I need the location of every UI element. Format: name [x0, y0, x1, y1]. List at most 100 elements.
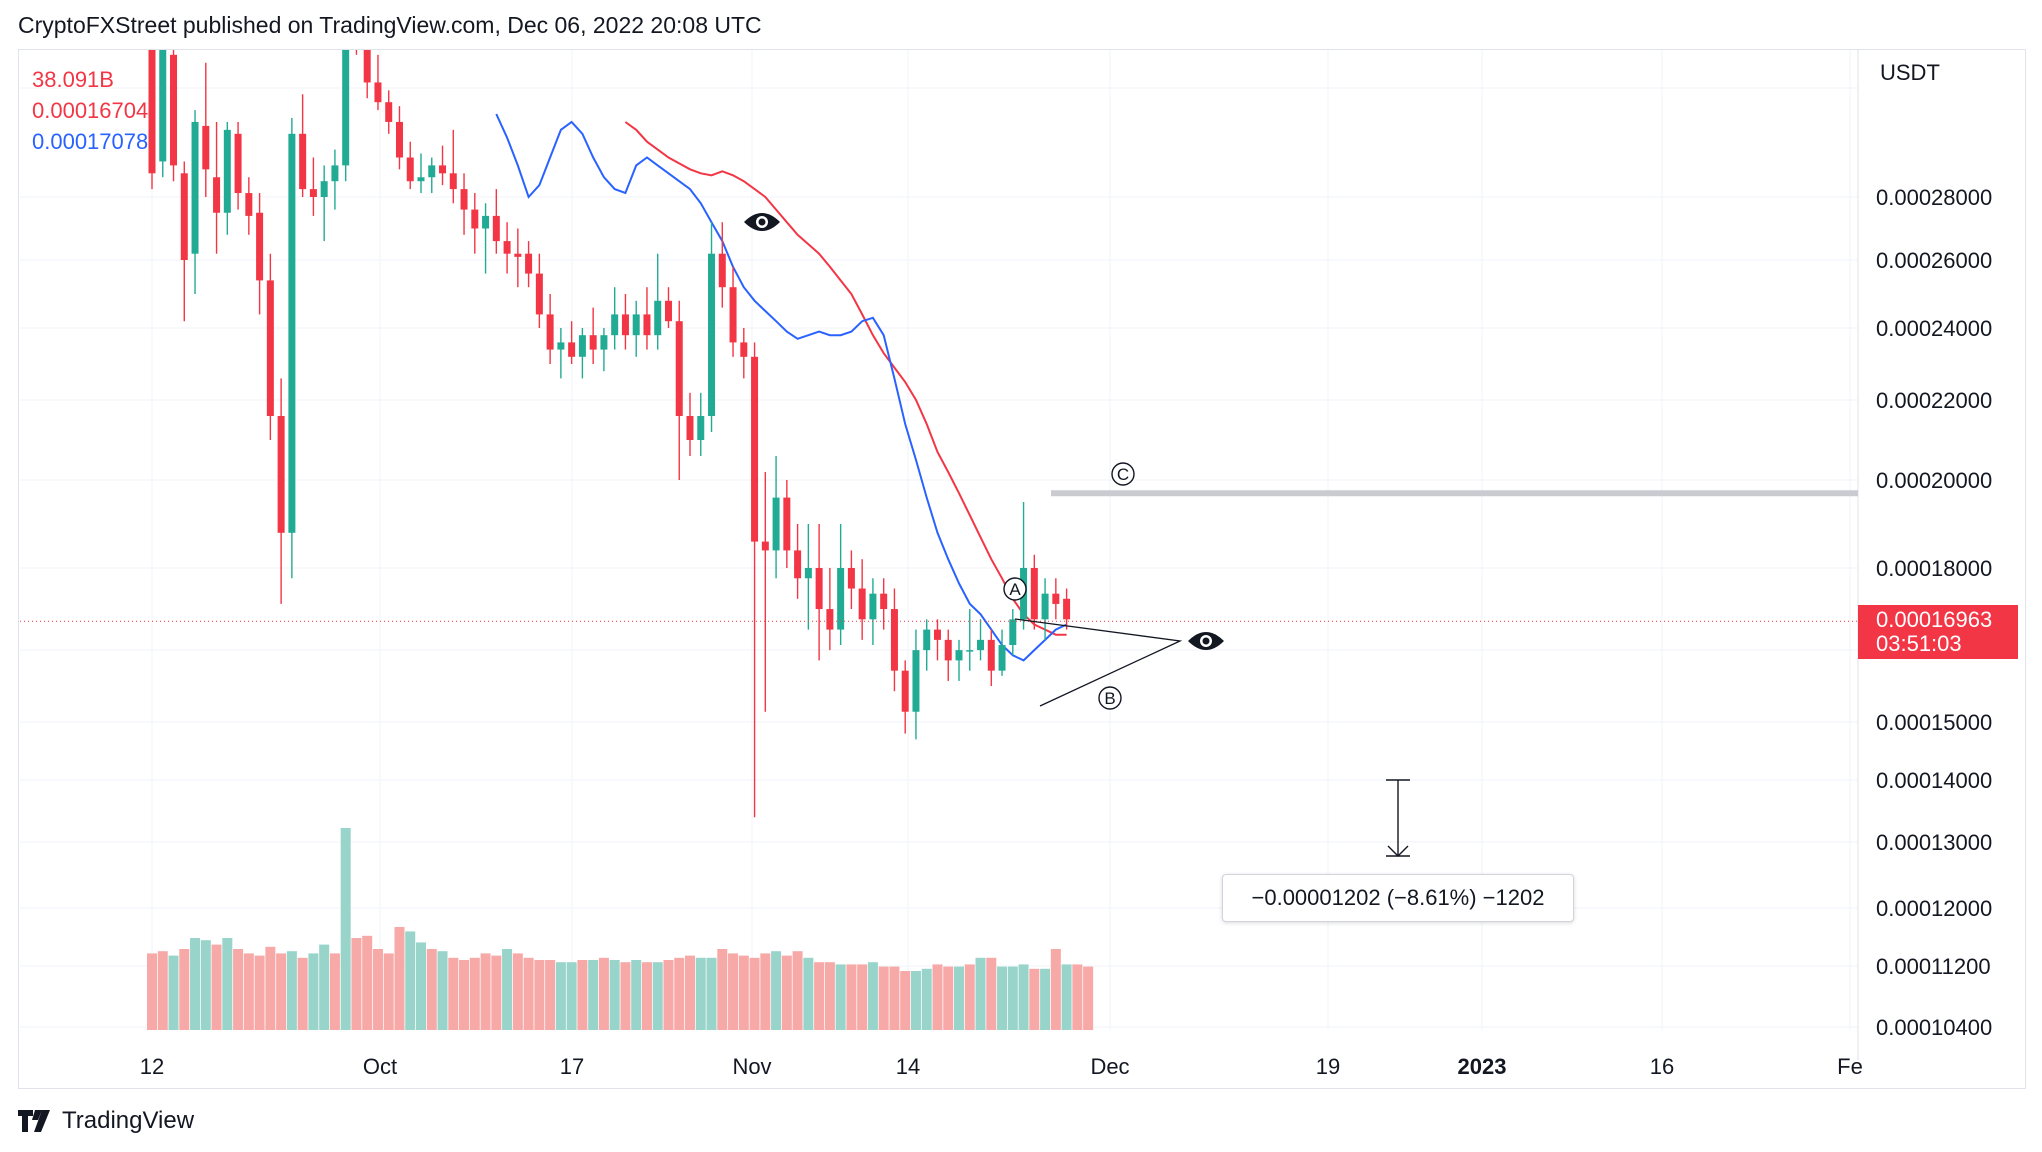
legend-ma-slow: 0.00016704 — [32, 98, 149, 123]
candle — [191, 110, 199, 294]
volume-bar — [555, 962, 566, 1030]
candle — [826, 568, 834, 651]
price-axis-label: 0.00028000 — [1876, 185, 1992, 210]
candle-body — [1041, 593, 1049, 620]
volume-bar — [276, 953, 287, 1030]
candle — [1052, 578, 1060, 620]
volume-bar — [1007, 966, 1018, 1030]
candle-body — [202, 125, 210, 170]
ma-fast-line — [495, 113, 1068, 662]
candle — [1009, 609, 1017, 656]
triangle-pattern — [1014, 618, 1183, 707]
candle-body — [686, 416, 694, 440]
measure-arrow — [1386, 779, 1410, 857]
candle-body — [148, 50, 156, 174]
candle — [568, 321, 576, 364]
candle-body — [751, 356, 759, 542]
volume-bar — [459, 960, 470, 1030]
volume-bar — [405, 931, 416, 1030]
volume-bar — [243, 953, 254, 1030]
candle — [729, 266, 737, 357]
candle-body — [880, 593, 888, 610]
candle-body — [266, 280, 274, 416]
candle — [180, 161, 188, 322]
candle-body — [234, 133, 242, 194]
candle — [987, 629, 995, 687]
volume-bar — [954, 966, 964, 1030]
price-axis-label: 0.00024000 — [1876, 316, 1992, 341]
candle — [460, 173, 468, 235]
candle — [664, 287, 672, 328]
candle — [1063, 588, 1071, 630]
candle-body — [611, 314, 619, 336]
bar-countdown: 03:51:03 — [1876, 631, 1962, 656]
candle-body — [912, 650, 920, 712]
candle — [890, 588, 898, 692]
candle-body — [847, 568, 855, 589]
candle-body — [869, 593, 877, 620]
wave-label-c-circle — [1111, 462, 1135, 486]
volume-bar — [910, 971, 921, 1030]
candle — [740, 328, 748, 379]
candle-body — [288, 133, 296, 533]
candle — [503, 222, 511, 274]
time-axis: 12 Oct 17 Nov 14 Dec 19 2023 16 Fe — [140, 1054, 1863, 1079]
candle-body — [353, 27, 360, 39]
volume-bar — [491, 955, 502, 1030]
candle-body — [546, 314, 554, 350]
candle — [417, 153, 425, 194]
volume-bar — [211, 944, 222, 1030]
measure-result[interactable]: −0.00001202 (−8.61%) −1202 — [1222, 874, 1574, 922]
volume-bar — [728, 953, 739, 1030]
price-axis-label: 0.00013000 — [1876, 830, 1992, 855]
volume-bar — [179, 949, 190, 1030]
volume-bar — [900, 971, 911, 1030]
candle-body — [535, 273, 543, 315]
candle — [234, 121, 242, 210]
volume-bar — [803, 957, 814, 1030]
candle-body — [191, 121, 199, 254]
volume-bar — [631, 960, 642, 1030]
footer-brand[interactable]: TradingView — [18, 1107, 194, 1135]
candle-body — [632, 314, 640, 336]
time-axis-label: 19 — [1316, 1054, 1340, 1079]
candle-body — [256, 212, 264, 281]
candle — [374, 54, 382, 111]
last-price-tag: 0.00016963 03:51:03 — [1858, 605, 2018, 659]
volume-bar — [975, 957, 986, 1030]
wave-label-c: C — [1111, 462, 1135, 486]
price-axis-label: 0.00012000 — [1876, 896, 1992, 921]
volume-bar — [147, 953, 157, 1030]
candle-body — [589, 335, 597, 350]
candle-body — [503, 241, 511, 254]
candle-body — [675, 321, 683, 416]
candle — [966, 609, 974, 671]
wave-label-a-circle — [1003, 577, 1027, 601]
volume-bar — [577, 960, 588, 1030]
candle-body — [568, 342, 576, 357]
volume-bar — [545, 960, 556, 1030]
price-axis-label: 0.00014000 — [1876, 768, 1992, 793]
price-axis-label: 0.00015000 — [1876, 710, 1992, 735]
candle-body — [363, 50, 371, 83]
volume-bar — [394, 927, 405, 1030]
legend-ma-fast: 0.00017078 — [32, 129, 149, 154]
candle — [256, 193, 264, 315]
volume-bar — [1072, 964, 1083, 1030]
eye-icon[interactable] — [1188, 632, 1224, 650]
wave-label-b-circle — [1098, 686, 1122, 710]
candle — [331, 149, 339, 210]
candle-body — [342, 50, 350, 166]
candle-body — [245, 193, 253, 216]
candle — [170, 50, 178, 182]
candle-body — [374, 82, 382, 103]
candle — [1041, 578, 1049, 640]
eye-icon[interactable] — [744, 213, 780, 231]
candle — [837, 524, 845, 645]
volume-bar — [297, 957, 308, 1030]
candle — [471, 193, 479, 254]
volume-bar — [168, 955, 179, 1030]
candle — [858, 559, 866, 640]
candle — [288, 118, 296, 579]
